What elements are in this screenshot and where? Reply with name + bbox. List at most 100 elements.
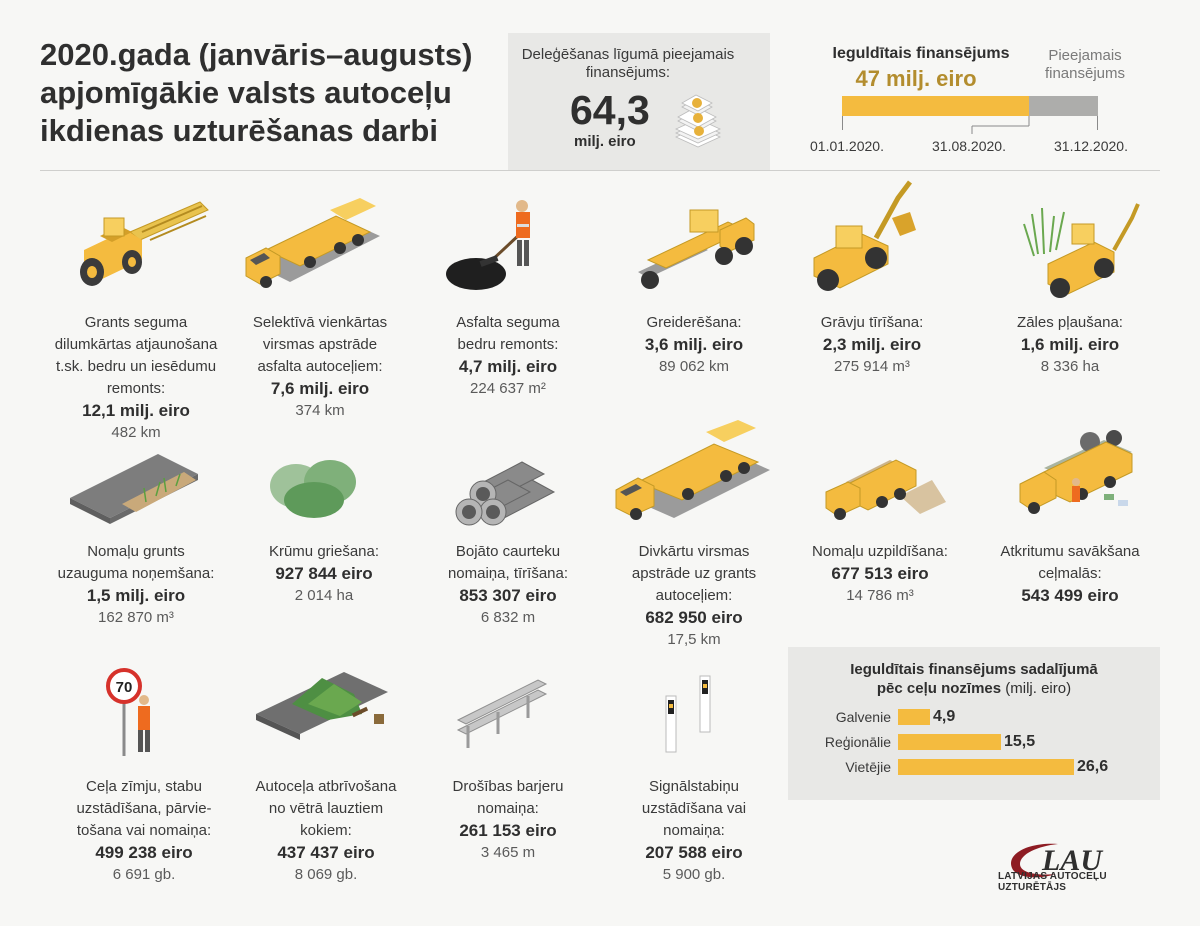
item-label: Ceļa zīmju, stabu uzstādīšana, pārvie- t…	[76, 778, 212, 839]
item-value: 7,6 milj. eiro	[270, 379, 370, 398]
item-quantity: 6 832 m	[480, 609, 536, 626]
item-quantity: 224 637 m²	[470, 380, 546, 397]
tanker-truck-2-icon	[615, 420, 770, 520]
item-label: Nomaļu uzpildīšana:	[812, 543, 948, 560]
item-shoulder-soil-removal: Nomaļu grunts uzauguma noņemšana: 1,5 mi…	[36, 541, 236, 629]
breakdown-row-label: Reģionālie	[824, 734, 891, 750]
item-culvert-replacement: Bojāto caurteku nomaiņa, tīrīšana: 853 3…	[408, 541, 608, 629]
financing-progress-bar	[842, 96, 1098, 116]
lau-logo: LAU	[1011, 843, 1103, 878]
item-label: Grants seguma dilumkārtas atjaunošana t.…	[54, 314, 218, 397]
item-grading: Greiderēšana: 3,6 milj. eiro 89 062 km	[594, 312, 794, 378]
item-quantity: 89 062 km	[658, 358, 730, 375]
invested-label: Ieguldītais finansējums	[832, 45, 1010, 62]
breakdown-row-label: Galvenie	[835, 709, 891, 725]
breakdown-bar	[898, 709, 930, 725]
item-gravel-renewal: Grants seguma dilumkārtas atjaunošana t.…	[36, 312, 236, 444]
item-asphalt-pothole-repair: Asfalta seguma bedru remonts: 4,7 milj. …	[408, 312, 608, 400]
available-label: Pieejamais finansējums	[1044, 47, 1126, 82]
item-label: Grāvju tīrīšana:	[820, 314, 924, 331]
breakdown-unit: (milj. eiro)	[1005, 680, 1072, 697]
delegation-box: Deleģēšanas līgumā pieejamais finansējum…	[508, 33, 770, 170]
breakdown-value: 15,5	[1004, 733, 1036, 750]
item-value: 499 238 eiro	[95, 843, 193, 862]
divider	[40, 170, 1160, 171]
item-delineator-posts: Signālstabiņu uzstādīšana vai nomaiņa: 2…	[594, 776, 794, 886]
item-label: Nomaļu grunts uzauguma noņemšana:	[57, 543, 215, 582]
item-ditch-cleaning: Grāvju tīrīšana: 2,3 milj. eiro 275 914 …	[772, 312, 972, 378]
item-quantity: 8 336 ha	[1040, 358, 1100, 375]
breakdown-title-line1: Ieguldītais finansējums sadalījumā	[850, 661, 1098, 678]
item-value: 4,7 milj. eiro	[458, 357, 558, 376]
item-label: Autoceļa atbrīvošana no vētrā lauztiem k…	[255, 778, 397, 839]
invested-amount: 47 milj. eiro	[855, 66, 977, 91]
item-quantity: 2 014 ha	[294, 587, 354, 604]
grader-icon	[638, 209, 755, 289]
item-value: 207 588 eiro	[645, 843, 743, 862]
item-double-surface-treatment: Divkārtu virsmas apstrāde uz grants auto…	[594, 541, 794, 651]
mower-tractor-icon	[1023, 203, 1140, 298]
item-bush-cutting: Krūmu griešana: 927 844 eiro 2 014 ha	[224, 541, 424, 607]
item-label: Krūmu griešana:	[268, 543, 380, 560]
dump-truck-icon	[825, 459, 946, 520]
item-value: 927 844 eiro	[275, 564, 373, 583]
item-label: Signālstabiņu uzstādīšana vai nomaiņa:	[641, 778, 747, 839]
breakdown-bar	[898, 759, 1074, 775]
item-safety-barriers: Drošības barjeru nomaiņa: 261 153 eiro 3…	[408, 776, 608, 864]
delegation-label: Deleģēšanas līgumā pieejamais finansējum…	[521, 46, 735, 81]
page-title: 2020.gada (janvāris–augusts) apjomīgākie…	[40, 37, 473, 148]
item-quantity: 8 069 gb.	[294, 866, 358, 883]
road-shoulder-icon	[70, 454, 198, 524]
timeline-ticks	[842, 116, 1098, 134]
breakdown-title: Ieguldītais finansējums sadalījumā pēc c…	[788, 660, 1160, 698]
date-end: 31.12.2020.	[1054, 138, 1128, 154]
item-roadside-litter-collection: Atkritumu savākšana ceļmalās: 543 499 ei…	[970, 541, 1170, 607]
date-start: 01.01.2020.	[810, 138, 884, 154]
item-quantity: 162 870 m³	[98, 609, 174, 626]
item-value: 437 437 eiro	[277, 843, 375, 862]
item-value: 682 950 eiro	[645, 608, 743, 627]
breakdown-title-line2: pēc ceļu nozīmes	[876, 680, 1002, 697]
road-sign-worker-icon: 70	[106, 668, 150, 756]
logo-text: LATVIJAS AUTOCEĻU UZTURĒTĀJS	[998, 871, 1107, 893]
delineator-posts-icon	[665, 675, 711, 753]
tanker-truck-icon	[245, 198, 380, 288]
item-value: 3,6 milj. eiro	[644, 335, 744, 354]
item-value: 261 153 eiro	[459, 821, 557, 840]
item-quantity: 14 786 m³	[846, 587, 914, 604]
svg-text:70: 70	[116, 679, 133, 696]
item-quantity: 482 km	[111, 424, 161, 441]
item-quantity: 3 465 m	[480, 844, 536, 861]
item-label: Divkārtu virsmas apstrāde uz grants auto…	[631, 543, 757, 604]
item-storm-trees: Autoceļa atbrīvošana no vētrā lauztiem k…	[226, 776, 426, 886]
money-stack-icon	[675, 94, 721, 148]
item-label: Asfalta seguma bedru remonts:	[456, 314, 560, 353]
item-value: 853 307 eiro	[459, 586, 557, 605]
breakdown-bar	[898, 734, 1001, 750]
breakdown-value: 4,9	[933, 708, 956, 725]
item-label: Selektīvā vienkārtas virsmas apstrāde as…	[252, 314, 388, 375]
item-label: Atkritumu savākšana ceļmalās:	[1000, 543, 1140, 582]
item-quantity: 374 km	[295, 402, 345, 419]
item-value: 677 513 eiro	[831, 564, 929, 583]
item-surface-treatment: Selektīvā vienkārtas virsmas apstrāde as…	[220, 312, 420, 422]
excavator-icon	[813, 180, 916, 291]
item-shoulder-filling: Nomaļu uzpildīšana: 677 513 eiro 14 786 …	[780, 541, 980, 607]
breakdown-box: Ieguldītais finansējums sadalījumā pēc c…	[788, 647, 1160, 800]
item-label: Greiderēšana:	[646, 314, 742, 331]
item-label: Drošības barjeru nomaiņa:	[452, 778, 564, 817]
item-value: 1,6 milj. eiro	[1020, 335, 1120, 354]
fallen-tree-icon	[256, 672, 388, 740]
svg-text:LAU: LAU	[1041, 844, 1103, 877]
item-label: Zāles pļaušana:	[1017, 314, 1123, 331]
date-current: 31.08.2020.	[932, 138, 1006, 154]
item-quantity: 275 914 m³	[834, 358, 910, 375]
bushes-icon	[270, 460, 356, 518]
financing-progress-fill	[842, 96, 1030, 116]
item-quantity: 5 900 gb.	[662, 866, 726, 883]
culvert-pipes-icon	[455, 461, 556, 526]
item-value: 1,5 milj. eiro	[86, 586, 186, 605]
item-quantity: 17,5 km	[667, 631, 721, 648]
tractor-with-harrow-icon	[80, 201, 209, 286]
item-value: 2,3 milj. eiro	[822, 335, 922, 354]
